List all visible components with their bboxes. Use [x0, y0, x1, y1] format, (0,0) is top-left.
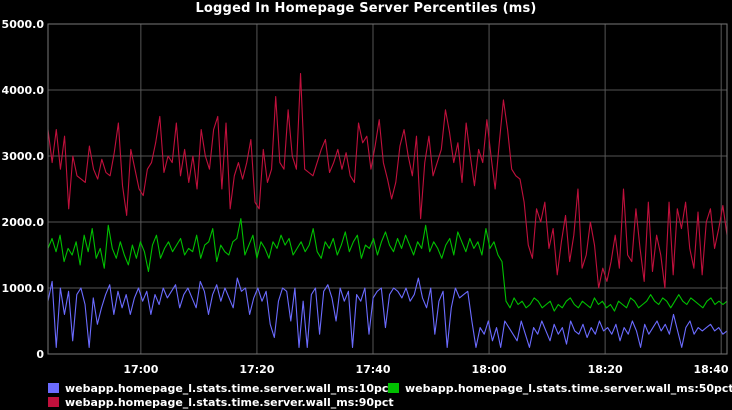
plot-frame	[47, 23, 728, 355]
x-tick-label: 18:20	[588, 363, 623, 376]
legend-swatch	[48, 383, 59, 393]
legend-item-3: webapp.homepage_l.stats.time.server.wall…	[48, 396, 394, 409]
legend-label: webapp.homepage_l.stats.time.server.wall…	[405, 382, 732, 395]
legend-swatch	[388, 383, 399, 393]
x-tick-label: 18:40	[693, 363, 728, 376]
legend-label: webapp.homepage_l.stats.time.server.wall…	[65, 382, 394, 395]
chart-title: Logged In Homepage Server Percentiles (m…	[195, 1, 537, 16]
series-line-2	[47, 218, 728, 312]
x-tick-label: 17:00	[123, 363, 158, 376]
y-tick-label: 2000.0	[2, 216, 45, 229]
legend-label: webapp.homepage_l.stats.time.server.wall…	[65, 396, 394, 409]
axis-layer: 0 1000.0 2000.0 3000.0 4000.0 5000.0 17:00 17:2…	[2, 18, 729, 376]
grid-lines	[48, 24, 727, 354]
series-line-1	[47, 277, 728, 348]
legend-item-1: webapp.homepage_l.stats.time.server.wall…	[48, 382, 394, 395]
legend-item-2: webapp.homepage_l.stats.time.server.wall…	[388, 382, 732, 395]
series-layer	[47, 72, 728, 348]
y-tick-label: 1000.0	[2, 282, 45, 295]
x-tick-label: 17:40	[355, 363, 390, 376]
x-tick-label: 17:20	[239, 363, 274, 376]
y-tick-label: 5000.0	[2, 18, 45, 31]
y-tick-label: 3000.0	[2, 150, 45, 163]
x-tick-label: 18:00	[472, 363, 507, 376]
series-line-3	[47, 72, 728, 289]
y-tick-label: 4000.0	[2, 84, 45, 97]
y-tick-label: 0	[36, 348, 44, 361]
legend-swatch	[48, 397, 59, 407]
